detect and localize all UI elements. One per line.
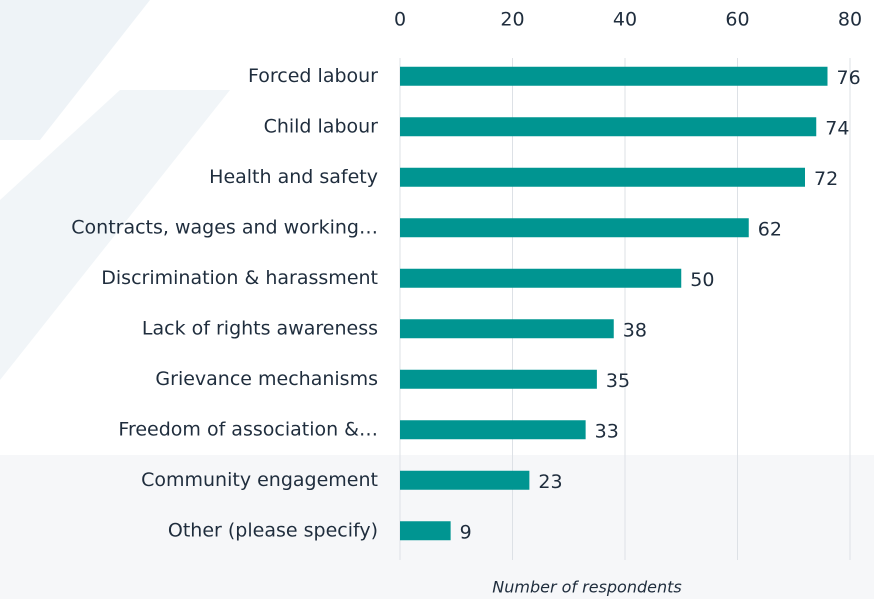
bar: [400, 521, 451, 541]
bar: [400, 117, 817, 137]
x-tick-label: 40: [613, 9, 637, 31]
value-label: 35: [606, 370, 630, 392]
bar: [400, 369, 597, 389]
y-tick-label: Discrimination & harassment: [101, 267, 378, 289]
value-label: 74: [825, 117, 849, 139]
value-label: 50: [690, 269, 714, 291]
x-tick-label: 60: [725, 9, 749, 31]
bar: [400, 268, 682, 288]
y-tick-label: Other (please specify): [168, 519, 378, 541]
y-tick-label: Grievance mechanisms: [155, 368, 378, 390]
bar: [400, 420, 586, 440]
bar: [400, 319, 614, 339]
y-tick-label: Community engagement: [141, 469, 378, 491]
value-label: 62: [758, 218, 782, 240]
bar: [400, 218, 749, 238]
y-tick-label: Lack of rights awareness: [142, 317, 378, 339]
bar: [400, 66, 828, 86]
value-label: 33: [595, 420, 619, 442]
bar: [400, 470, 530, 490]
value-label: 72: [814, 168, 838, 190]
y-tick-label: Child labour: [264, 115, 379, 137]
value-label: 38: [623, 319, 647, 341]
x-tick-label: 0: [394, 9, 406, 31]
x-tick-label: 80: [838, 9, 862, 31]
y-tick-label: Freedom of association &…: [118, 418, 378, 440]
value-label: 76: [837, 67, 861, 89]
value-label: 9: [460, 521, 472, 543]
y-tick-label: Contracts, wages and working…: [71, 216, 378, 238]
x-tick-label: 20: [500, 9, 524, 31]
watermark: [0, 0, 150, 140]
x-axis-label: Number of respondents: [492, 578, 681, 597]
bar: [400, 167, 805, 187]
watermark: [0, 90, 230, 380]
y-tick-label: Health and safety: [209, 166, 378, 188]
value-label: 23: [538, 471, 562, 493]
y-tick-label: Forced labour: [248, 65, 378, 87]
